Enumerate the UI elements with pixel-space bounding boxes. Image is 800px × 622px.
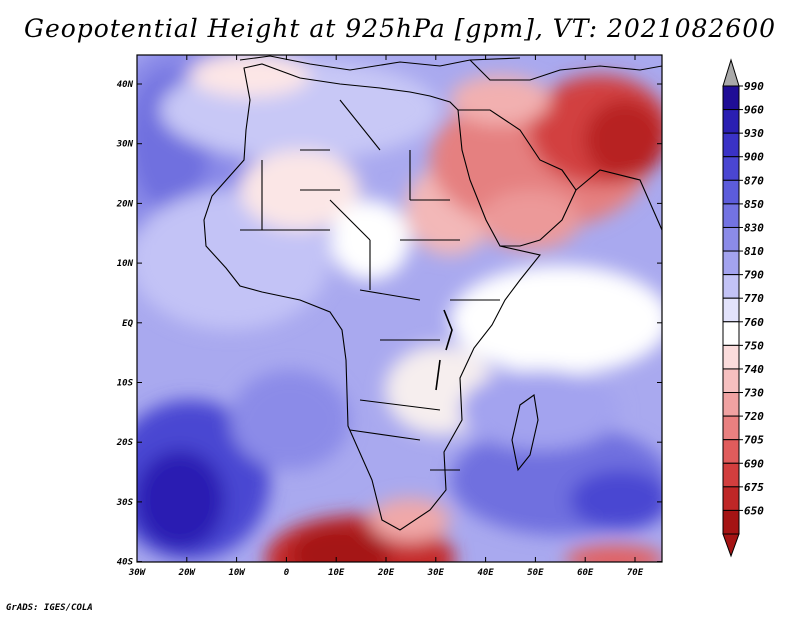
- lake-victoria: [443, 309, 453, 351]
- lat-label: 20S: [116, 438, 134, 448]
- colorbar-label: 705: [744, 434, 764, 447]
- lat-label: 40S: [117, 558, 134, 568]
- colorbar-label: 650: [744, 504, 764, 517]
- colorbar-swatch: [722, 486, 740, 511]
- asia-coast: [469, 59, 662, 81]
- colorbar-label: 770: [744, 292, 764, 305]
- lon-label: 20W: [178, 568, 197, 578]
- europe-coast: [239, 55, 521, 71]
- colorbar-label: 790: [744, 269, 764, 282]
- lon-label: 30E: [427, 568, 445, 578]
- colorbar-swatch: [722, 509, 740, 535]
- colorbar-label: 750: [744, 339, 764, 352]
- colorbar-swatch: [722, 344, 740, 370]
- colorbar-label: 760: [744, 316, 764, 329]
- colorbar-label: 730: [744, 387, 764, 400]
- colorbar-label: 740: [744, 363, 764, 376]
- colorbar-swatch: [722, 297, 740, 323]
- lon-label: 70E: [627, 568, 644, 578]
- map-title: Geopotential Height at 925hPa [gpm], VT:…: [23, 14, 777, 43]
- colorbar-swatch: [722, 415, 740, 441]
- colorbar: 990 960 930 900 870 850 830 810 790 770 760 750 740 7…: [722, 58, 764, 558]
- arabia-outline: [458, 109, 577, 247]
- colorbar-swatch: [722, 250, 740, 276]
- lat-label: 30S: [116, 498, 134, 508]
- colorbar-label: 810: [744, 245, 764, 258]
- colorbar-label: 930: [744, 127, 764, 140]
- lon-label: 10W: [228, 568, 246, 578]
- colorbar-label: 830: [744, 221, 764, 234]
- colorbar-top-arrow: [722, 58, 740, 87]
- colorbar-label: 960: [744, 104, 764, 117]
- coastlines: [203, 55, 662, 531]
- colorbar-swatch: [722, 156, 740, 181]
- colorbar-label: 990: [744, 80, 764, 93]
- lat-label: EQ: [122, 319, 133, 329]
- lon-label: 20E: [377, 568, 395, 578]
- plot-frame: [136, 54, 663, 563]
- colorbar-swatch: [722, 203, 740, 228]
- colorbar-label: 850: [744, 198, 764, 211]
- colorbar-swatch: [722, 226, 740, 252]
- lon-label: 40E: [477, 568, 494, 578]
- lat-label: 20N: [116, 199, 134, 209]
- colorbar-label: 720: [744, 410, 764, 423]
- lon-label: 0: [284, 568, 290, 578]
- colorbar-swatch: [722, 179, 740, 205]
- colorbar-swatch: [722, 439, 740, 464]
- colorbar-swatch: [722, 392, 740, 417]
- africa-outline: [203, 63, 541, 531]
- colorbar-label: 690: [744, 457, 764, 470]
- lake-tanganyika: [435, 359, 441, 391]
- lon-label: 50E: [527, 568, 544, 578]
- colorbar-label: 675: [744, 481, 764, 494]
- colorbar-swatch: [722, 368, 740, 394]
- lat-label: 30N: [116, 140, 134, 150]
- grads-credit: GrADS: IGES/COLA: [6, 603, 93, 613]
- lat-label: 40N: [117, 80, 134, 90]
- colorbar-swatch: [722, 274, 740, 299]
- south-asia-coast: [575, 169, 662, 231]
- colorbar-label: 900: [744, 151, 764, 164]
- colorbar-label: 870: [744, 174, 764, 187]
- madagascar-outline: [511, 394, 539, 472]
- country-borders: [240, 99, 500, 471]
- lat-label: 10S: [117, 379, 134, 389]
- lon-label: 10E: [328, 568, 345, 578]
- lat-label: 10N: [117, 259, 134, 269]
- colorbar-swatch: [722, 132, 740, 158]
- colorbar-swatch: [722, 109, 740, 134]
- height-field: [137, 55, 662, 562]
- lon-label: 60E: [577, 568, 594, 578]
- colorbar-swatch: [722, 85, 740, 111]
- colorbar-swatch: [722, 462, 740, 488]
- longitude-axis: 30W 20W 10W 0 10E 20E 30E 40E 50E 60E 70E: [128, 55, 644, 578]
- latitude-axis: 40N 30N 20N 10N EQ 10S 20S 30S 40S: [116, 80, 662, 568]
- lon-label: 30W: [128, 568, 147, 578]
- colorbar-bottom-arrow: [722, 533, 740, 558]
- colorbar-swatch: [722, 321, 740, 346]
